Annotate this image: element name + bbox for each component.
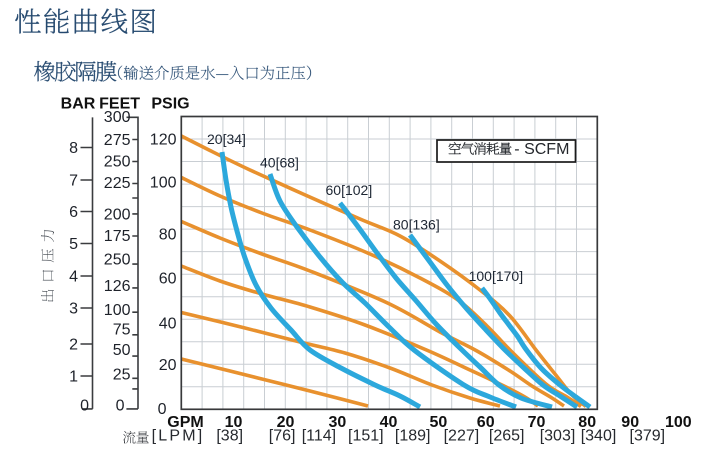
svg-text:- SCFM: - SCFM (514, 141, 569, 158)
svg-text:[76]: [76] (269, 428, 296, 445)
svg-text:30: 30 (329, 414, 347, 431)
svg-text:[379]: [379] (630, 428, 666, 445)
svg-text:126: 126 (104, 278, 131, 295)
svg-text:100: 100 (104, 302, 131, 319)
svg-text:1: 1 (69, 369, 78, 386)
svg-text:0: 0 (80, 398, 89, 415)
svg-text:70: 70 (528, 414, 546, 431)
svg-text:225: 225 (104, 175, 131, 192)
svg-text:[38]: [38] (216, 428, 243, 445)
svg-text:[114]: [114] (302, 428, 336, 445)
svg-text:100[170]: 100[170] (469, 268, 523, 284)
svg-text:60[102]: 60[102] (326, 182, 373, 198)
svg-text:100: 100 (150, 175, 177, 192)
svg-text:90: 90 (621, 414, 639, 431)
svg-text:80: 80 (578, 414, 596, 431)
svg-text:0: 0 (116, 398, 125, 415)
svg-text:[227]: [227] (444, 428, 480, 445)
svg-text:40: 40 (159, 316, 177, 333)
svg-text:80: 80 (159, 227, 177, 244)
svg-text:8: 8 (69, 140, 78, 157)
svg-text:20[34]: 20[34] (207, 131, 246, 147)
svg-text:[189]: [189] (395, 428, 431, 445)
svg-text:0: 0 (158, 401, 167, 418)
svg-text:BAR: BAR (61, 96, 96, 113)
svg-text:60: 60 (477, 414, 495, 431)
svg-text:[151]: [151] (348, 428, 384, 445)
svg-text:[340]: [340] (581, 428, 617, 445)
svg-text:25: 25 (113, 366, 131, 383)
svg-text:[265]: [265] (489, 428, 525, 445)
svg-text:FEET: FEET (99, 96, 140, 113)
svg-text:3: 3 (69, 301, 78, 318)
svg-text:5: 5 (69, 236, 78, 253)
svg-text:20: 20 (159, 357, 177, 374)
svg-text:275: 275 (104, 132, 131, 149)
svg-text:200: 200 (104, 206, 131, 223)
svg-text:4: 4 (69, 269, 78, 286)
svg-text:[LPM]: [LPM] (152, 428, 205, 445)
svg-text:75: 75 (113, 322, 131, 339)
svg-text:80[136]: 80[136] (393, 216, 440, 232)
svg-text:20: 20 (277, 414, 295, 431)
svg-text:PSIG: PSIG (151, 96, 189, 113)
svg-text:120: 120 (150, 132, 177, 149)
svg-text:175: 175 (104, 228, 131, 245)
svg-text:40[68]: 40[68] (260, 154, 299, 170)
svg-text:100: 100 (665, 414, 692, 431)
svg-text:50: 50 (113, 342, 131, 359)
svg-text:[303]: [303] (540, 428, 576, 445)
svg-text:7: 7 (69, 173, 78, 190)
svg-text:50: 50 (430, 414, 448, 431)
svg-text:6: 6 (69, 204, 78, 221)
svg-text:10: 10 (225, 414, 243, 431)
svg-text:GPM: GPM (167, 414, 203, 431)
svg-text:60: 60 (159, 271, 177, 288)
svg-text:250: 250 (104, 252, 131, 269)
svg-text:250: 250 (104, 153, 131, 170)
svg-text:2: 2 (69, 337, 78, 354)
svg-text:300: 300 (104, 109, 131, 126)
svg-text:40: 40 (380, 414, 398, 431)
